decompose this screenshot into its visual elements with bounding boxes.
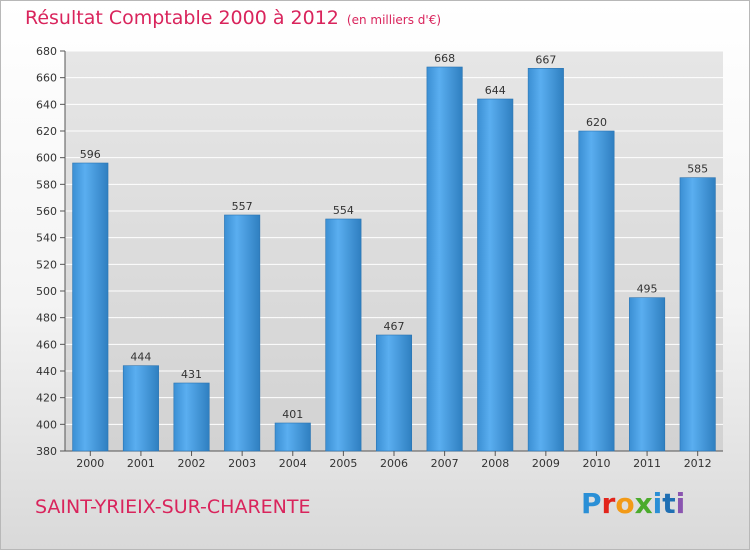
y-tick-label: 420 (36, 392, 57, 405)
y-tick-label: 580 (36, 178, 57, 191)
x-tick-label: 2012 (684, 457, 712, 470)
bar (527, 68, 564, 452)
x-tick-label: 2007 (431, 457, 459, 470)
y-tick-label: 600 (36, 152, 57, 165)
x-tick-label: 2008 (481, 457, 509, 470)
y-tick-label: 560 (36, 205, 57, 218)
bar (578, 130, 615, 452)
y-tick-label: 400 (36, 418, 57, 431)
y-tick-label: 640 (36, 98, 57, 111)
bar (173, 382, 210, 452)
y-tick-label: 380 (36, 445, 57, 458)
y-tick-label: 540 (36, 232, 57, 245)
y-tick-label: 620 (36, 125, 57, 138)
chart-subtitle: (en milliers d'€) (346, 13, 442, 27)
bar-value-label: 557 (232, 200, 253, 213)
bar (629, 297, 666, 452)
bar-value-label: 667 (535, 53, 556, 66)
y-tick-label: 440 (36, 365, 57, 378)
x-tick-label: 2010 (582, 457, 610, 470)
bar-value-label: 431 (181, 368, 202, 381)
y-tick-label: 460 (36, 338, 57, 351)
y-tick-label: 680 (36, 45, 57, 58)
bar-value-label: 620 (586, 116, 607, 129)
x-tick-label: 2002 (178, 457, 206, 470)
chart-title-block: Résultat Comptable 2000 à 2012 (en millie… (25, 7, 441, 29)
y-tick-label: 500 (36, 285, 57, 298)
bar (375, 334, 413, 452)
x-tick-label: 2005 (329, 457, 357, 470)
x-tick-label: 2003 (228, 457, 256, 470)
chart-title: Résultat Comptable 2000 à 2012 (25, 7, 339, 29)
proxiti-logo: Proxiti (581, 487, 686, 520)
y-tick-label: 520 (36, 258, 57, 271)
x-tick-label: 2000 (76, 457, 104, 470)
bar-value-label: 644 (485, 84, 506, 97)
x-tick-label: 2006 (380, 457, 408, 470)
bar (426, 66, 463, 452)
commune-name: SAINT-YRIEIX-SUR-CHARENTE (35, 496, 311, 518)
bar (477, 98, 514, 452)
bar-value-label: 495 (637, 283, 658, 296)
bar (224, 214, 261, 452)
bar (72, 162, 109, 452)
x-tick-label: 2004 (279, 457, 307, 470)
bar-value-label: 467 (384, 320, 405, 333)
bar-value-label: 444 (130, 351, 151, 364)
bar (274, 422, 311, 452)
bar (679, 177, 716, 452)
bar-value-label: 596 (80, 148, 101, 161)
x-tick-label: 2001 (127, 457, 155, 470)
y-tick-label: 480 (36, 312, 57, 325)
y-tick-label: 660 (36, 72, 57, 85)
bar (122, 365, 159, 452)
bar-value-label: 668 (434, 52, 455, 65)
bar-value-label: 585 (687, 163, 708, 176)
x-tick-label: 2011 (633, 457, 661, 470)
bar-value-label: 554 (333, 204, 354, 217)
bar-value-label: 401 (282, 408, 303, 421)
bar (325, 218, 362, 452)
x-tick-label: 2009 (532, 457, 560, 470)
